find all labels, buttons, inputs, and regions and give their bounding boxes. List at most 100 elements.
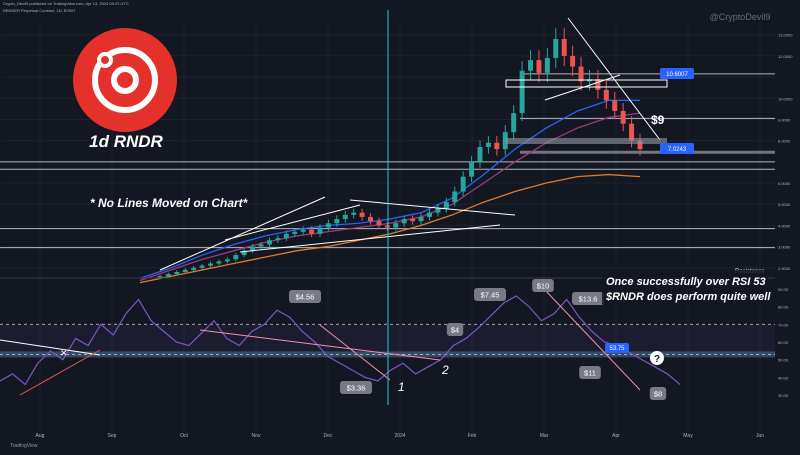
logo-ring bbox=[92, 47, 158, 113]
logo-inner-ring bbox=[111, 66, 139, 94]
rsi-axis-label: 60.00 bbox=[778, 340, 789, 345]
candle-body bbox=[359, 212, 365, 217]
price-axis-label: 9.0000 bbox=[778, 117, 791, 122]
ma-mid-line bbox=[139, 112, 641, 282]
price-axis-label: 5.0000 bbox=[778, 202, 791, 207]
candle-body bbox=[157, 276, 163, 278]
price-axis-label: 13.0000 bbox=[778, 33, 793, 38]
price-axis-label: 12.0000 bbox=[778, 54, 793, 59]
price-axis-label: 10.0000 bbox=[778, 96, 793, 101]
candle-body bbox=[603, 89, 609, 101]
candle-body bbox=[283, 233, 289, 239]
target-label: $9 bbox=[651, 113, 665, 127]
rsi-callout-box bbox=[474, 288, 506, 301]
candle-body bbox=[553, 38, 559, 59]
candle-body bbox=[637, 140, 643, 150]
time-axis-label: 2024 bbox=[394, 433, 405, 439]
time-axis-label: Mar bbox=[540, 433, 549, 439]
candle-body bbox=[502, 132, 508, 150]
candle-body bbox=[612, 100, 618, 111]
candle-body bbox=[494, 142, 500, 150]
candle-body bbox=[224, 259, 230, 262]
rsi-axis-label: 80.00 bbox=[778, 305, 789, 310]
candle-body bbox=[342, 214, 348, 220]
rsi-callouts: $4.56 $3.36 $4 $7.45 $10 $13.6 $11 $8 53.75 bbox=[289, 279, 667, 400]
rsi-axis-label: 90.00 bbox=[778, 287, 789, 292]
render-logo bbox=[73, 28, 177, 132]
candle-body bbox=[443, 202, 449, 209]
rsi-callout-box bbox=[340, 381, 372, 394]
rsi-value-tag bbox=[605, 343, 629, 353]
time-axis-label: Jun bbox=[756, 433, 764, 439]
candle-body bbox=[452, 191, 458, 203]
price-axis-label: 8.0000 bbox=[778, 139, 791, 144]
candle-body bbox=[300, 229, 306, 232]
candle-body bbox=[351, 212, 357, 215]
time-axis-label: Sep bbox=[108, 433, 117, 439]
rsi-trendline bbox=[199, 329, 441, 361]
rsi-callout-label: $3.36 bbox=[347, 384, 366, 393]
candle-body bbox=[174, 272, 180, 275]
candle-body bbox=[435, 208, 441, 213]
candle-body bbox=[528, 60, 534, 71]
time-axis-label: May bbox=[683, 433, 693, 439]
moving-averages bbox=[139, 99, 641, 284]
rsi-axis-label: 40.00 bbox=[778, 375, 789, 380]
rsi-note-line-2: $RNDR does perform quite well bbox=[605, 291, 771, 303]
rsi-callout-label: $8 bbox=[654, 390, 662, 399]
rsi-value-label: 53.75 bbox=[609, 346, 625, 352]
candle-body bbox=[334, 219, 340, 224]
rsi-callout-label: $4.56 bbox=[296, 293, 315, 302]
candle-body bbox=[317, 227, 323, 234]
candle-body bbox=[426, 212, 432, 217]
candlesticks bbox=[157, 28, 643, 279]
rsi-axis-label: 70.00 bbox=[778, 322, 789, 327]
candle-body bbox=[401, 219, 407, 224]
rsi-callout-box bbox=[532, 279, 554, 292]
candle-body bbox=[485, 142, 491, 147]
time-axis-label: Aug bbox=[36, 433, 45, 439]
candle-body bbox=[309, 229, 315, 234]
trendline bbox=[224, 204, 361, 241]
ma-fast-line bbox=[139, 99, 640, 279]
rsi-callout-label: $4 bbox=[451, 326, 459, 335]
candle-body bbox=[469, 161, 475, 177]
rsi-callout-label: $7.45 bbox=[481, 291, 500, 300]
candle-body bbox=[620, 110, 626, 124]
candle-body bbox=[199, 265, 205, 268]
trendline bbox=[567, 17, 661, 141]
wave-2-label: 2 bbox=[441, 363, 449, 377]
axes: 13.0000 12.0000 10.0000 9.0000 8.0000 6.0000 5… bbox=[36, 33, 794, 439]
candle-body bbox=[519, 70, 525, 114]
rsi-axis-label: 30.00 bbox=[778, 393, 789, 398]
rsi-axis-label: 50.00 bbox=[778, 358, 789, 363]
watermark: @CryptoDevil9 bbox=[710, 12, 771, 22]
candle-body bbox=[393, 223, 399, 228]
logo-caption: 1d RNDR bbox=[89, 132, 163, 151]
candle-body bbox=[233, 255, 239, 260]
rsi-trendline bbox=[0, 339, 101, 356]
rsi-trendline bbox=[544, 289, 641, 391]
candle-body bbox=[384, 225, 390, 228]
candle-body bbox=[578, 66, 584, 82]
candle-body bbox=[460, 176, 466, 192]
trendline bbox=[239, 224, 501, 253]
price-axis-label: 6.0000 bbox=[778, 181, 791, 186]
rsi-note-bg bbox=[602, 270, 768, 304]
price-axis-label: 4.0000 bbox=[778, 223, 791, 228]
time-axis-label: Nov bbox=[252, 433, 261, 439]
candle-body bbox=[292, 231, 298, 234]
logo-circle bbox=[73, 28, 177, 132]
rsi-callout-label: $10 bbox=[537, 282, 550, 291]
candle-body bbox=[511, 113, 517, 133]
rsi-note-line-1: Once successfully over RSI 53 bbox=[606, 276, 766, 288]
price-axis-label: 3.0000 bbox=[778, 245, 791, 250]
candle-body bbox=[165, 274, 171, 277]
symbol-line: RENDER Perpetual Contract, 1D, BYBIT bbox=[3, 8, 76, 13]
trendline bbox=[159, 196, 326, 271]
rsi-callout-label: $11 bbox=[584, 369, 596, 378]
support-zone-box bbox=[506, 138, 667, 144]
time-axis-label: Apr bbox=[612, 433, 620, 439]
